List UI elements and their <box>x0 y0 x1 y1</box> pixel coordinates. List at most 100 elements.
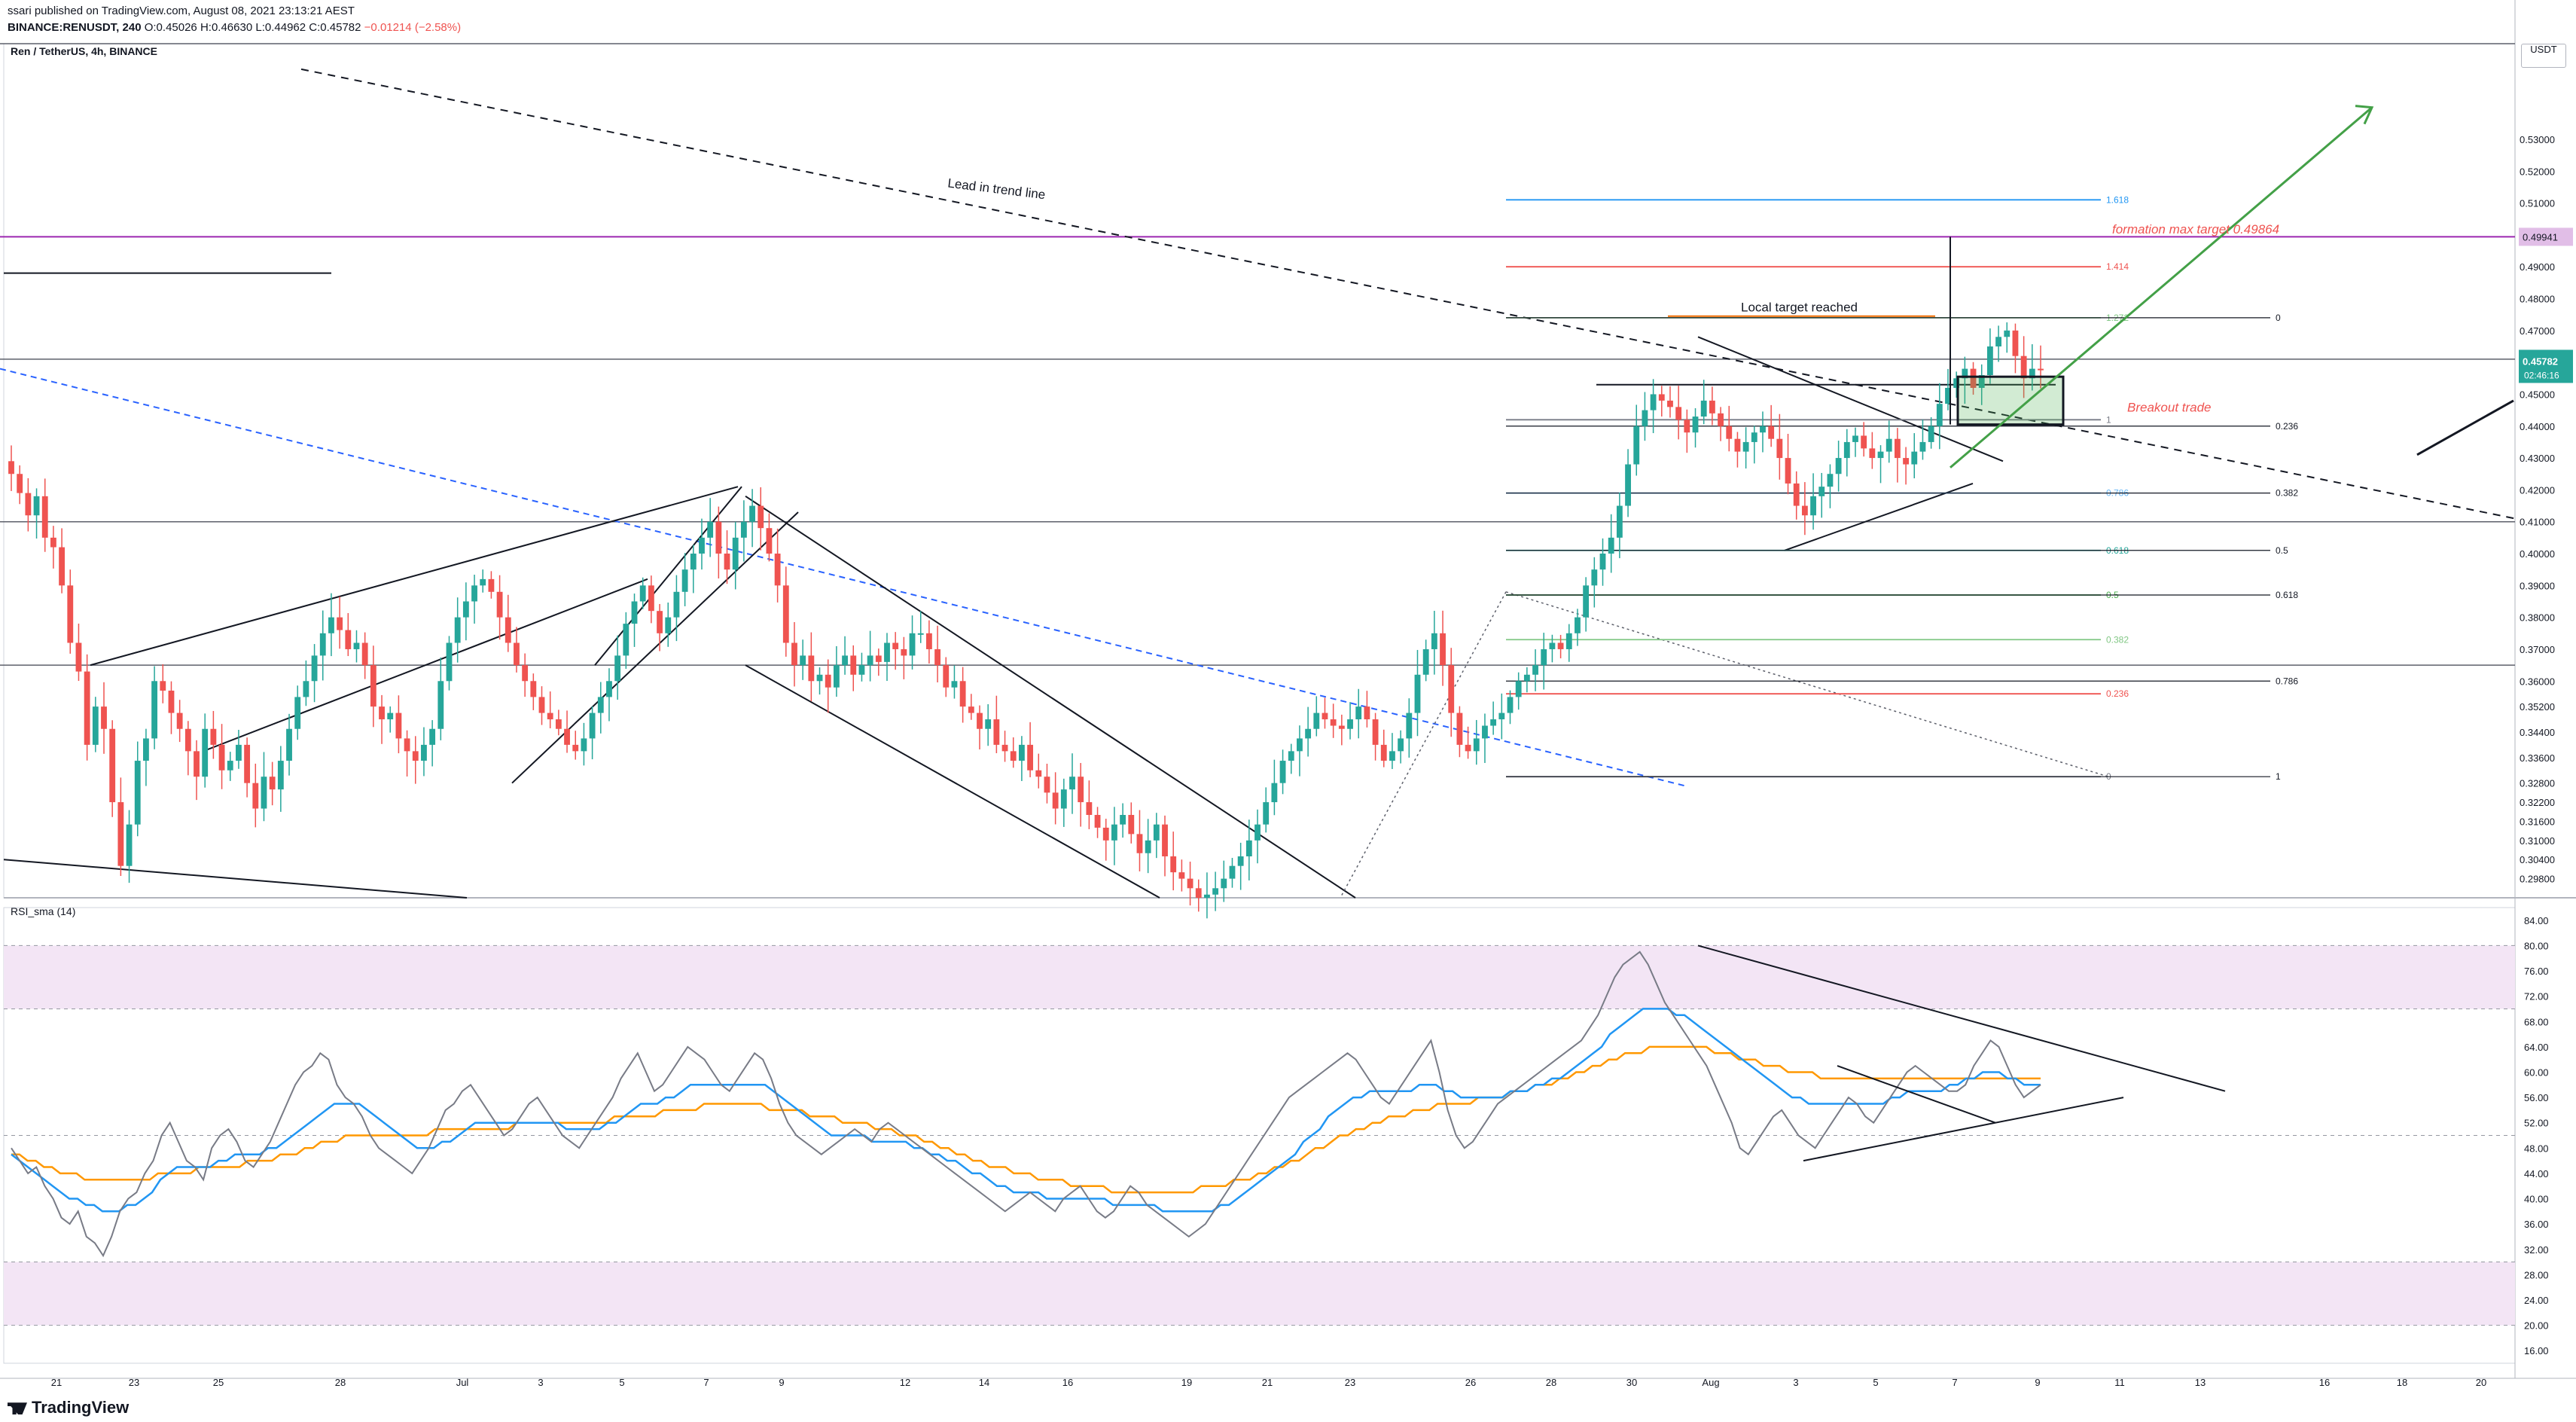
rsi-tick-7: 56.00 <box>2524 1092 2549 1103</box>
candle-body <box>901 648 907 656</box>
candle-body <box>1338 725 1345 729</box>
candle-body <box>816 674 823 682</box>
currency-button[interactable]: USDT <box>2521 44 2566 68</box>
candle-body <box>1591 569 1598 586</box>
price-tick-22: 0.32200 <box>2520 797 2555 808</box>
arrow-head <box>2355 105 2374 125</box>
candle-body <box>1894 438 1901 459</box>
rsi-tick-1: 80.00 <box>2524 940 2549 951</box>
candle-body <box>1970 368 1977 388</box>
candle-body <box>1010 751 1017 761</box>
candle-body <box>530 681 537 697</box>
rsi-tick-6: 60.00 <box>2524 1066 2549 1078</box>
candle-body <box>1044 777 1050 793</box>
candle-body <box>462 601 469 618</box>
candle-body <box>1827 474 1834 487</box>
candle-body <box>1178 872 1185 879</box>
rsi-tick-2: 76.00 <box>2524 966 2549 977</box>
rsi-tick-3: 72.00 <box>2524 991 2549 1002</box>
candle-body <box>909 633 916 656</box>
fib-label-8: 0.236 <box>2106 688 2129 699</box>
candle-body <box>564 728 570 745</box>
price-tick-17: 0.36000 <box>2520 676 2555 687</box>
candle-body <box>168 690 175 713</box>
price-tick-18: 0.35200 <box>2520 701 2555 713</box>
candle-body <box>1886 438 1892 452</box>
candle-body <box>496 591 503 618</box>
candle-body <box>1928 426 1934 442</box>
candle-body <box>33 496 40 516</box>
candle-body <box>1398 738 1404 752</box>
candle-body <box>1027 744 1034 771</box>
candle-body <box>657 611 663 633</box>
low-value: L:0.44962 <box>255 21 306 34</box>
time-tick-17: 30 <box>1626 1377 1637 1388</box>
candle-body <box>311 655 318 682</box>
candle-body <box>1575 617 1581 633</box>
candle-body <box>227 761 233 771</box>
candle-body <box>337 617 343 630</box>
candle-body <box>2004 330 2010 337</box>
candle-body <box>1675 407 1682 420</box>
fib-far-label-1: 0.236 <box>2276 421 2298 432</box>
triangle-lower <box>1784 482 1974 551</box>
rsi-tick-8: 52.00 <box>2524 1118 2549 1129</box>
candle-body <box>1608 537 1614 554</box>
candle-body <box>1406 713 1413 739</box>
candle-body <box>1448 665 1455 713</box>
candle-body <box>1751 432 1757 442</box>
falling-channel-upper <box>745 496 1356 899</box>
price-tick-12: 0.41000 <box>2520 517 2555 528</box>
time-tick-23: 11 <box>2114 1377 2125 1388</box>
candle-body <box>379 706 385 720</box>
candle-body <box>1212 888 1219 895</box>
candle-body <box>993 719 1000 745</box>
candle-body <box>1911 451 1918 465</box>
candle-body <box>454 617 461 643</box>
candle-body <box>774 554 781 586</box>
time-tick-21: 7 <box>1952 1377 1957 1388</box>
rsi-tick-11: 40.00 <box>2524 1194 2549 1205</box>
candle-body <box>1263 802 1270 825</box>
candle-body <box>1692 417 1699 433</box>
candle-body <box>715 521 722 554</box>
tradingview-logo-icon <box>8 1402 27 1415</box>
candle-body <box>1482 725 1488 739</box>
candle-body <box>345 630 352 649</box>
price-tick-25: 0.30400 <box>2520 854 2555 865</box>
time-tick-24: 13 <box>2195 1377 2206 1388</box>
candle-body <box>597 697 604 713</box>
current-price-text: 0.45782 <box>2523 356 2558 367</box>
time-tick-11: 16 <box>1062 1377 1073 1388</box>
close-value: C:0.45782 <box>309 21 361 34</box>
candle-body <box>555 719 562 729</box>
fib-label-7: 0.382 <box>2106 634 2129 645</box>
candle-body <box>1422 648 1429 675</box>
candle-body <box>395 713 402 739</box>
candle-body <box>1069 777 1075 790</box>
candle-body <box>1490 719 1497 726</box>
price-tick-4: 0.49000 <box>2520 261 2555 273</box>
candle-body <box>1549 642 1556 649</box>
candle-body <box>505 617 511 643</box>
candle-body <box>370 665 376 707</box>
current-price-badge <box>2519 349 2573 383</box>
candle-body <box>1440 633 1446 666</box>
candle-body <box>1599 554 1606 570</box>
time-tick-7: 7 <box>703 1377 709 1388</box>
candle-body <box>75 642 82 672</box>
candle-body <box>8 461 14 475</box>
candle-body <box>294 697 301 729</box>
candle-body <box>1709 400 1715 413</box>
candle-body <box>1094 814 1101 828</box>
candle-body <box>1962 368 1968 379</box>
rising-wedge-lower <box>203 578 648 752</box>
rsi-tick-0: 84.00 <box>2524 915 2549 926</box>
candle-body <box>1018 744 1025 761</box>
price-tick-19: 0.34400 <box>2520 727 2555 738</box>
candle-body <box>766 528 773 554</box>
candle-body <box>690 554 697 570</box>
candle-body <box>126 824 133 866</box>
candle-body <box>1355 706 1362 720</box>
